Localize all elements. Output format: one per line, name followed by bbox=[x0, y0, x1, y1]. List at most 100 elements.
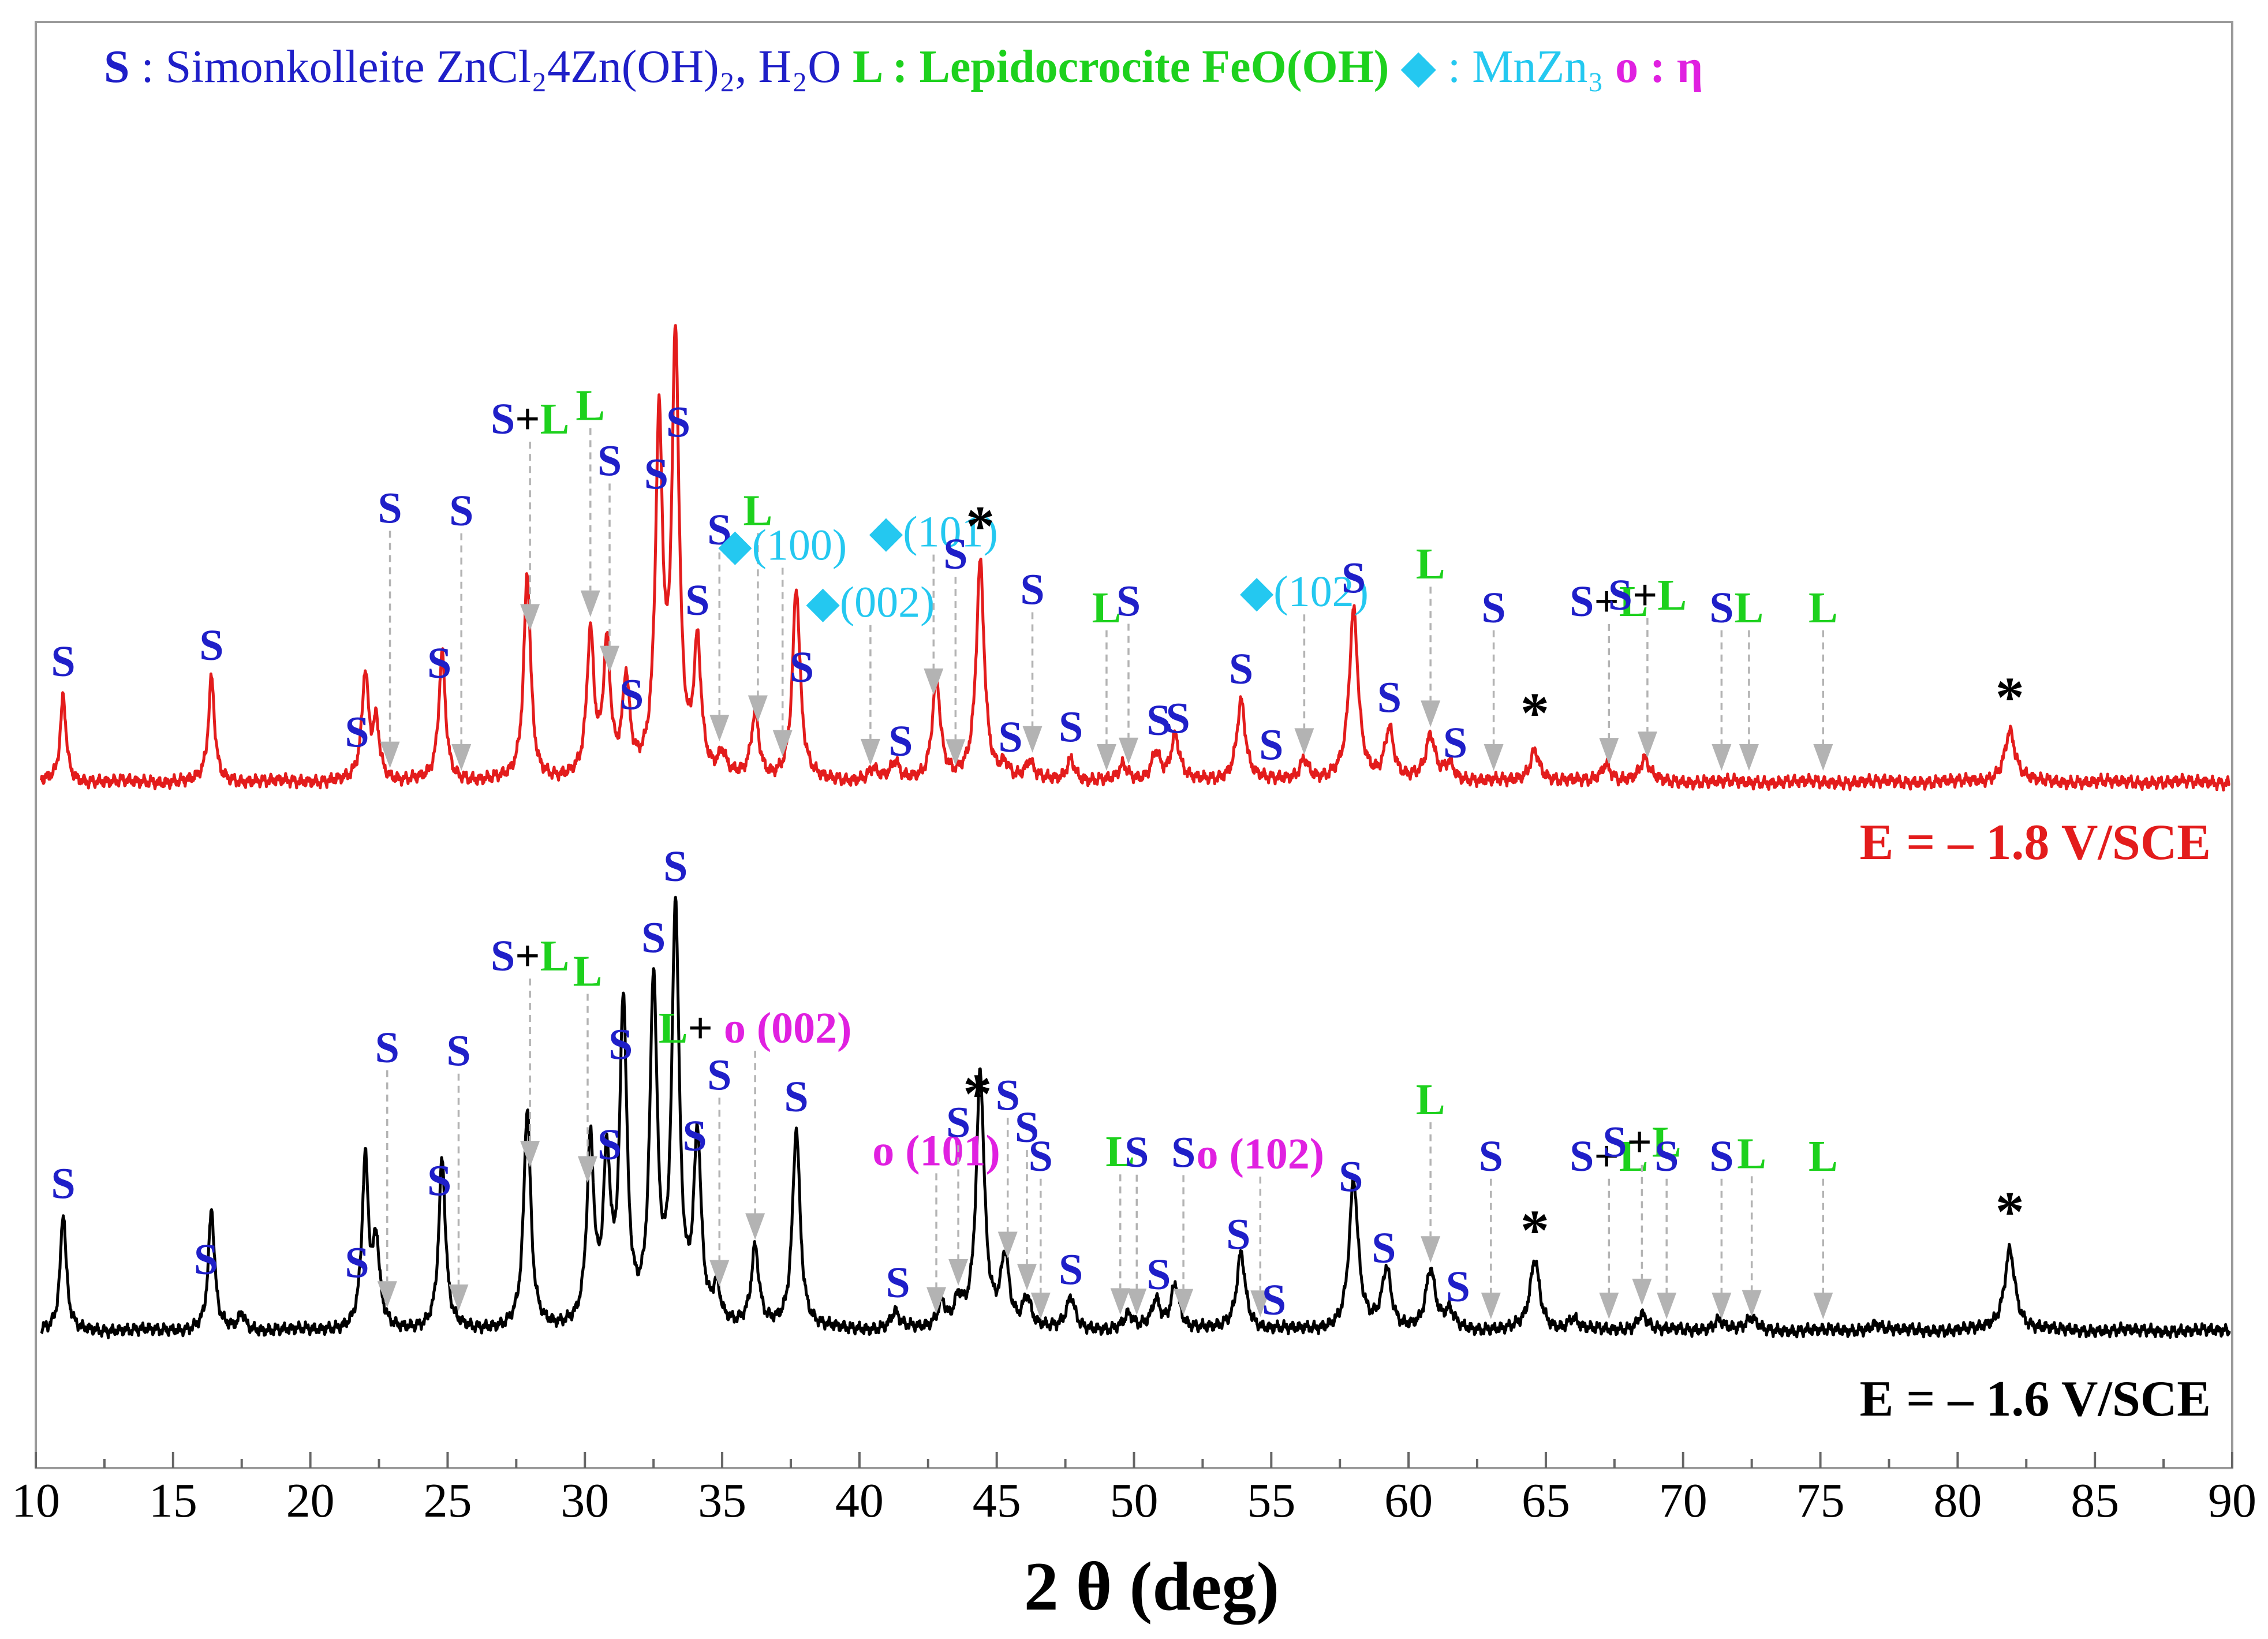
peak-annotation: S bbox=[707, 506, 731, 742]
peak-annotation: S bbox=[1059, 703, 1083, 752]
peak-label: S bbox=[446, 1027, 470, 1076]
peak-label-part: S bbox=[199, 621, 223, 670]
peak-arrow bbox=[1739, 744, 1759, 771]
peak-label: S bbox=[1339, 1153, 1363, 1201]
peak-annotation: S bbox=[685, 576, 709, 625]
peak-annotation: S bbox=[1446, 1263, 1470, 1311]
peak-arrow bbox=[1637, 731, 1657, 759]
peak-label: S bbox=[1226, 1211, 1250, 1259]
legend-gap bbox=[841, 42, 853, 92]
peak-arrow bbox=[1421, 700, 1441, 727]
peak-label-part: + bbox=[515, 932, 540, 980]
peak-annotation: S bbox=[1020, 566, 1045, 753]
peak-annotation: S bbox=[946, 1099, 970, 1286]
peak-arrow bbox=[1174, 1289, 1194, 1316]
peak-label: L bbox=[576, 382, 605, 430]
peak-label-part: L bbox=[573, 947, 603, 996]
peak-label-part: S bbox=[1229, 645, 1253, 693]
peak-label-part: S bbox=[1116, 577, 1141, 625]
peak-annotation: L bbox=[1737, 1129, 1766, 1317]
peak-label-part: S bbox=[685, 576, 709, 625]
peak-label: S bbox=[1443, 719, 1467, 767]
peak-annotation: S bbox=[641, 914, 666, 962]
peak-annotation: S bbox=[1342, 554, 1366, 602]
peak-label-part: * bbox=[963, 1062, 992, 1126]
peak-label: L bbox=[1105, 1127, 1135, 1176]
peak-annotation: L bbox=[1416, 1076, 1445, 1263]
peak-annotation: * bbox=[963, 1062, 992, 1126]
peak-label-part: * bbox=[1520, 1198, 1549, 1262]
x-tick-label: 55 bbox=[1247, 1474, 1295, 1528]
legend-l-key: L bbox=[853, 42, 881, 92]
peak-annotation: S bbox=[345, 708, 369, 757]
legend-s-text: : Simonkolleite ZnCl₂4Zn(OH)₂, H₂O bbox=[130, 42, 841, 92]
peak-label-part: S bbox=[378, 484, 402, 532]
peak-label-part: (102) bbox=[1273, 568, 1369, 616]
peak-label-part: S bbox=[51, 637, 75, 686]
peak-label: S bbox=[378, 484, 402, 532]
peak-label-part: S bbox=[707, 1051, 731, 1099]
peak-label-part: + bbox=[1627, 1118, 1652, 1167]
peak-label-part: S bbox=[1262, 1276, 1286, 1324]
peak-label-part: S bbox=[1377, 674, 1402, 722]
peak-label: S+L bbox=[1570, 1132, 1648, 1181]
peak-label-part: S bbox=[1059, 1246, 1083, 1294]
peak-label: L bbox=[1092, 584, 1122, 632]
peak-annotation: S bbox=[1059, 1246, 1083, 1294]
peak-annotation: S+L bbox=[1608, 571, 1687, 759]
peak-arrow bbox=[924, 668, 944, 695]
series-label: E = – 1.8 V/SCE bbox=[1860, 815, 2211, 871]
series-line bbox=[40, 895, 2231, 1339]
peak-arrow bbox=[1657, 1293, 1677, 1319]
peak-label-part: L bbox=[659, 1004, 688, 1052]
peak-annotation: S bbox=[1709, 584, 1733, 771]
series-label: E = – 1.6 V/SCE bbox=[1860, 1371, 2211, 1427]
peak-label: L bbox=[1737, 1129, 1766, 1178]
legend-o-key: o bbox=[1615, 42, 1638, 92]
peak-arrow bbox=[1294, 728, 1314, 755]
peak-annotation: ◆(002) bbox=[806, 578, 935, 766]
peak-label: S bbox=[1481, 584, 1505, 632]
peak-label: S bbox=[1654, 1132, 1679, 1181]
peak-label: S bbox=[1262, 1276, 1286, 1324]
peak-label-part: S bbox=[1146, 1250, 1171, 1299]
peak-label: S bbox=[619, 671, 644, 719]
x-tick-label: 85 bbox=[2071, 1474, 2119, 1528]
peak-label-part: S bbox=[491, 395, 515, 443]
peak-label-part: ◆ bbox=[1240, 568, 1274, 616]
peak-label: S bbox=[1020, 566, 1044, 614]
peak-label-part: ◆ bbox=[806, 578, 840, 627]
peak-label-part: + bbox=[1594, 1132, 1619, 1181]
peak-annotation: S bbox=[682, 1112, 707, 1160]
peak-label: * bbox=[966, 494, 995, 558]
peak-label-part: S bbox=[1654, 1132, 1679, 1181]
peak-label: L+ o (002) bbox=[659, 1004, 852, 1052]
peak-label-part: o (102) bbox=[1196, 1130, 1324, 1178]
peak-annotation: S bbox=[1479, 1132, 1503, 1319]
peak-annotation: L bbox=[1416, 540, 1445, 727]
peak-label: L bbox=[573, 947, 603, 996]
peak-annotation: S bbox=[644, 450, 668, 498]
peak-label-part: L bbox=[1809, 1132, 1838, 1181]
peak-label: S bbox=[199, 621, 223, 670]
peak-label-part: S bbox=[644, 450, 668, 498]
peak-annotation: L bbox=[1735, 584, 1763, 771]
peak-label: S bbox=[1446, 1263, 1470, 1311]
x-axis: 10 15 20 25 30 35 40 45 50 55 60 65 70 75 80 85 90 bbox=[12, 1452, 2256, 1528]
x-tick-label: 50 bbox=[1110, 1474, 1159, 1528]
peak-label: S bbox=[1709, 1132, 1733, 1181]
peak-label-part: S bbox=[1570, 577, 1594, 626]
peak-label-part: L bbox=[1652, 1118, 1682, 1167]
peak-arrow bbox=[1017, 1264, 1037, 1291]
peak-label: S bbox=[996, 1071, 1020, 1119]
peak-label-part: S bbox=[1059, 703, 1083, 752]
peak-arrow bbox=[1742, 1290, 1762, 1317]
peak-label-part: S bbox=[888, 717, 913, 766]
peak-label: S bbox=[449, 487, 473, 535]
peak-label-part: * bbox=[966, 494, 995, 558]
peak-label: S bbox=[345, 1239, 369, 1287]
x-axis-label: 2 θ (deg) bbox=[1024, 1548, 1280, 1625]
peak-label-part: S bbox=[1015, 1103, 1039, 1152]
peak-annotation: L bbox=[1809, 1132, 1838, 1319]
